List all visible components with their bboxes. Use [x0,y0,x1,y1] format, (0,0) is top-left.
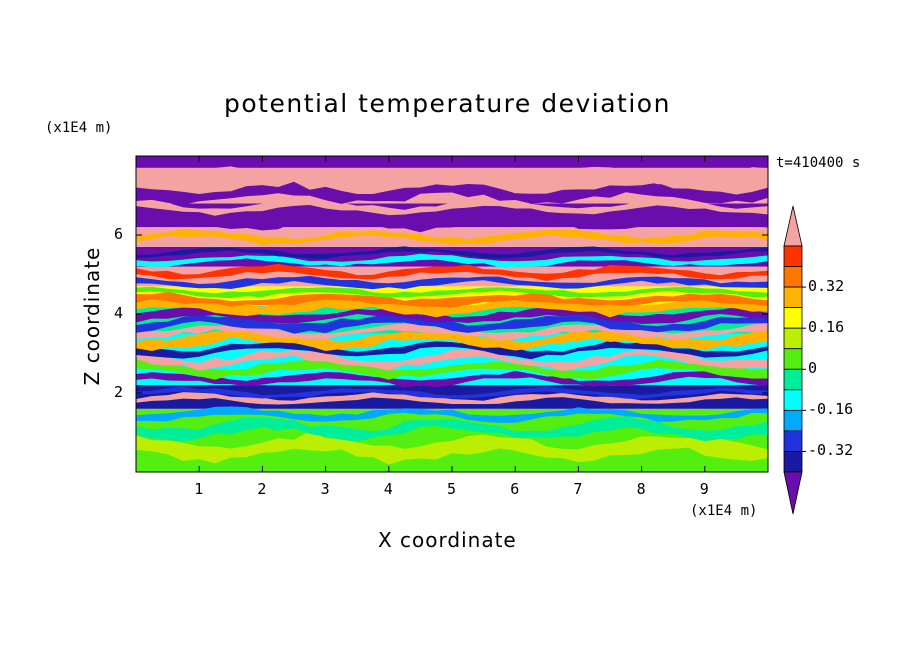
field-band [136,406,768,423]
x-tick-label: 1 [194,480,204,498]
field-band [136,416,768,442]
colorbar-box [783,266,803,288]
colorbar-label: 0.32 [808,277,845,296]
y-tick-label: 4 [114,304,124,322]
y-tick-label: 2 [114,383,124,401]
field-band [136,181,768,205]
field-band [136,431,768,465]
colorbar-box [783,430,803,452]
field-band [136,199,768,216]
field-band [136,370,768,388]
colorbar-label: -0.16 [808,400,854,419]
field-band [136,275,768,290]
field-band [136,358,768,380]
x-tick-label: 5 [447,480,457,498]
field-band [136,246,768,259]
field-band [136,286,768,299]
colorbar-label: -0.32 [808,441,854,460]
x-tick-label: 7 [573,480,583,498]
field-band [136,329,768,352]
field-band [136,166,768,186]
field-band [136,228,768,245]
field-band [136,253,768,268]
colorbar-box [783,327,803,350]
colorbar-box [783,245,803,267]
chart-title: potential temperature deviation [224,89,671,118]
y-unit-label: (x1E4 m) [45,120,113,136]
colorbar-box [783,409,803,432]
colorbar-box [783,368,803,391]
field-band [136,313,768,334]
field-band [136,291,768,308]
x-tick-label: 3 [320,480,330,498]
time-label: t=410400 s [776,155,861,171]
field-band [136,211,768,233]
colorbar-box [783,348,803,370]
field-band [136,386,768,399]
field-band [136,392,768,405]
x-tick-label: 8 [636,480,646,498]
colorbar-box [783,451,803,473]
colorbar-label: 0 [808,359,818,378]
colorbar-label: 0.16 [808,318,845,337]
colorbar-box [783,307,803,329]
x-tick-label: 6 [510,480,520,498]
field-band [136,307,768,324]
field-band [136,349,768,372]
x-tick-label: 9 [699,480,709,498]
colorbar-extend-low [783,471,803,515]
y-tick-label: 6 [114,225,124,243]
x-unit-label: (x1E4 m) [690,503,758,519]
colorbar-box [783,389,803,411]
field-band [136,340,768,360]
x-axis-title: X coordinate [378,528,517,552]
colorbar-extend-high [783,205,803,247]
colorbar-box [783,286,803,309]
x-tick-label: 2 [257,480,267,498]
field-band [136,263,768,281]
x-tick-label: 4 [383,480,393,498]
